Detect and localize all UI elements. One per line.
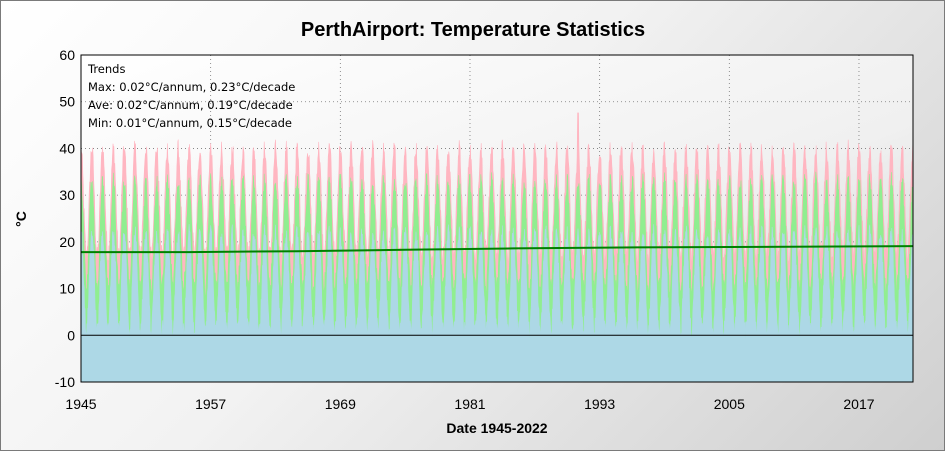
x-tick-label: 1969 xyxy=(325,396,356,412)
y-tick-label: 60 xyxy=(59,47,75,63)
trend-max-line: Max: 0.02°C/annum, 0.23°C/decade xyxy=(88,80,295,94)
x-tick-label: 1957 xyxy=(195,396,226,412)
y-tick-label: 0 xyxy=(67,327,75,343)
trends-annotation: Trends Max: 0.02°C/annum, 0.23°C/decade … xyxy=(87,62,295,130)
y-tick-labels: 60 50 40 30 20 10 0 -10 xyxy=(55,47,75,390)
y-tick-label: 20 xyxy=(59,234,75,250)
x-axis-title: Date 1945-2022 xyxy=(446,420,547,436)
y-tick-label: 50 xyxy=(59,94,75,110)
x-tick-label: 1981 xyxy=(454,396,485,412)
x-tick-label: 2005 xyxy=(714,396,745,412)
plot-border xyxy=(80,54,914,383)
trend-ave-line: Ave: 0.02°C/annum, 0.19°C/decade xyxy=(88,98,293,112)
trends-heading: Trends xyxy=(87,62,125,76)
y-tick-label: 40 xyxy=(59,140,75,156)
trend-line xyxy=(81,245,913,254)
x-tick-label: 1945 xyxy=(65,396,96,412)
chart-title: PerthAirport: Temperature Statistics xyxy=(301,19,645,41)
y-tick-label: 10 xyxy=(59,281,75,297)
x-tick-label: 1993 xyxy=(584,396,615,412)
y-tick-label: 30 xyxy=(59,187,75,203)
trend-layer xyxy=(81,245,913,254)
x-tick-label: 2017 xyxy=(843,396,874,412)
y-tick-label: -10 xyxy=(55,374,75,390)
y-axis-title: °C xyxy=(13,211,29,227)
x-tick-labels: 1945 1957 1969 1981 1993 2005 2017 xyxy=(65,396,874,412)
trend-min-line: Min: 0.01°C/annum, 0.15°C/decade xyxy=(88,116,292,130)
